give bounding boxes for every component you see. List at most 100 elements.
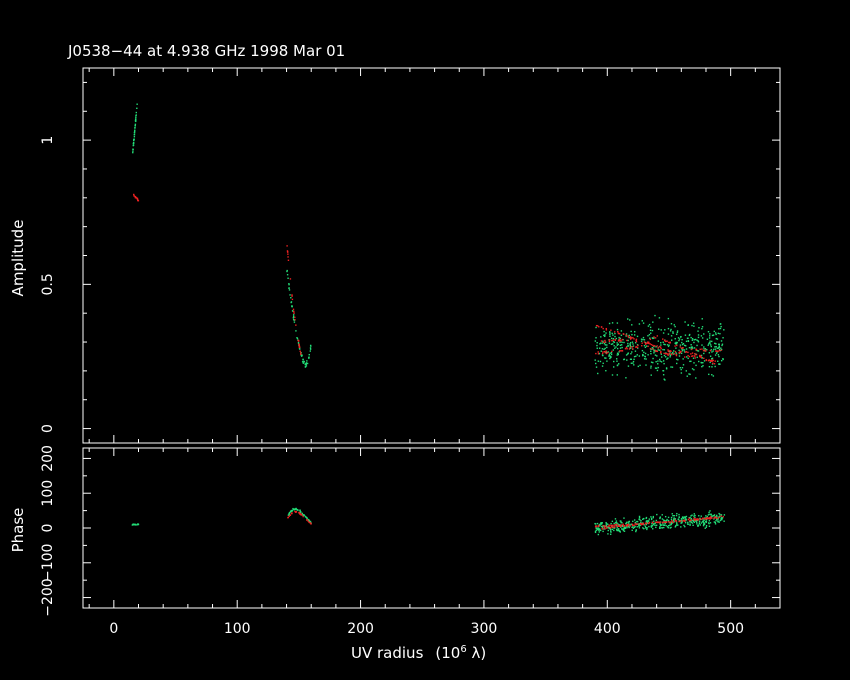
data-point bbox=[289, 294, 291, 296]
data-point bbox=[301, 512, 304, 515]
data-point bbox=[675, 333, 678, 336]
data-point bbox=[618, 525, 621, 527]
data-point bbox=[596, 325, 599, 327]
data-point bbox=[703, 348, 705, 350]
data-point bbox=[703, 357, 705, 360]
data-point bbox=[612, 339, 614, 341]
data-point bbox=[672, 332, 674, 334]
data-point bbox=[651, 329, 654, 332]
data-point bbox=[650, 367, 652, 369]
data-point bbox=[642, 353, 644, 356]
data-point bbox=[698, 520, 701, 522]
data-point bbox=[639, 524, 641, 527]
data-point bbox=[687, 351, 689, 354]
data-point bbox=[681, 338, 683, 341]
data-point bbox=[608, 322, 611, 325]
data-point bbox=[644, 525, 647, 527]
data-point bbox=[670, 328, 672, 331]
data-point bbox=[305, 362, 308, 364]
data-point bbox=[659, 345, 661, 348]
data-point bbox=[618, 350, 621, 352]
data-point bbox=[641, 342, 643, 344]
data-point bbox=[693, 339, 695, 341]
data-point bbox=[627, 521, 630, 523]
data-point bbox=[294, 316, 296, 319]
data-point bbox=[615, 520, 618, 522]
data-point bbox=[638, 518, 640, 520]
data-point bbox=[291, 294, 293, 296]
data-point bbox=[678, 339, 680, 342]
data-point bbox=[681, 341, 683, 344]
data-point bbox=[681, 347, 683, 349]
data-point bbox=[673, 515, 675, 517]
data-point bbox=[694, 353, 696, 355]
data-point bbox=[675, 520, 677, 522]
data-point bbox=[686, 375, 688, 377]
data-point bbox=[618, 530, 621, 532]
data-point bbox=[720, 340, 723, 342]
data-point bbox=[673, 521, 675, 523]
data-point bbox=[605, 352, 608, 355]
data-point bbox=[132, 150, 134, 152]
data-point bbox=[656, 335, 659, 337]
data-point bbox=[594, 359, 596, 361]
data-point bbox=[628, 526, 630, 529]
data-point bbox=[598, 347, 601, 349]
data-point bbox=[675, 341, 677, 344]
data-point bbox=[640, 340, 643, 342]
amplitude-panel: 00.51 Amplitude bbox=[9, 67, 781, 444]
data-point bbox=[629, 345, 632, 347]
data-point bbox=[689, 521, 691, 523]
data-point bbox=[598, 529, 601, 531]
data-point bbox=[708, 520, 711, 522]
data-point bbox=[604, 334, 606, 336]
data-point bbox=[710, 349, 713, 351]
data-point bbox=[604, 528, 606, 530]
data-point bbox=[697, 525, 699, 527]
data-point bbox=[643, 351, 645, 354]
data-point bbox=[670, 335, 673, 337]
data-point bbox=[666, 519, 668, 522]
data-point bbox=[620, 340, 622, 342]
data-point bbox=[612, 524, 614, 527]
data-point bbox=[617, 523, 619, 525]
data-point bbox=[676, 512, 678, 515]
data-point bbox=[609, 526, 612, 529]
data-point bbox=[609, 352, 611, 354]
data-point bbox=[685, 356, 688, 358]
data-point bbox=[667, 521, 670, 523]
data-point bbox=[602, 525, 604, 527]
data-point bbox=[633, 334, 636, 336]
data-point bbox=[707, 517, 709, 519]
data-point bbox=[662, 332, 665, 334]
data-point bbox=[685, 370, 688, 372]
data-point bbox=[629, 343, 631, 345]
data-point bbox=[684, 321, 686, 323]
data-point bbox=[633, 355, 636, 358]
data-point bbox=[619, 344, 622, 347]
data-point bbox=[680, 368, 682, 371]
data-point bbox=[682, 349, 684, 351]
data-point bbox=[605, 332, 607, 334]
data-point bbox=[609, 331, 611, 333]
data-point bbox=[647, 341, 649, 343]
data-point bbox=[696, 523, 698, 525]
amplitude-axis-label: Amplitude bbox=[9, 220, 27, 297]
data-point bbox=[704, 527, 706, 529]
data-point bbox=[719, 327, 722, 330]
data-point bbox=[134, 195, 137, 198]
data-point bbox=[683, 524, 685, 527]
data-point bbox=[619, 347, 622, 349]
data-point bbox=[716, 338, 719, 340]
data-point bbox=[707, 344, 709, 346]
data-point bbox=[135, 197, 138, 199]
data-point bbox=[719, 515, 721, 517]
data-point bbox=[595, 326, 597, 329]
data-point bbox=[701, 344, 703, 346]
data-point bbox=[134, 123, 137, 126]
data-point bbox=[611, 332, 613, 335]
data-point bbox=[308, 519, 310, 521]
data-point bbox=[650, 361, 653, 363]
data-point bbox=[718, 346, 720, 348]
